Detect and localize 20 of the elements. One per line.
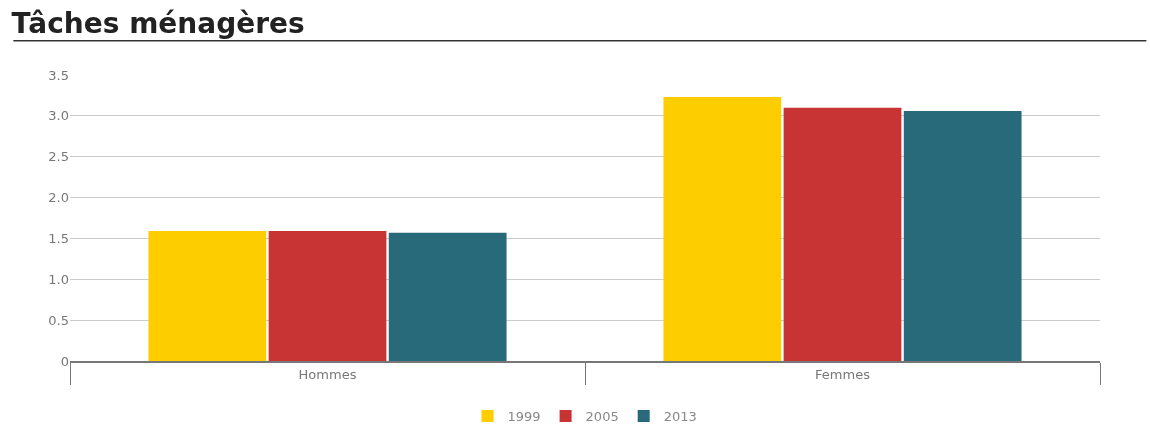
legend-label: 2013	[663, 409, 697, 425]
y-tick-label: 2.0	[48, 190, 69, 206]
x-tick-label: Femmes	[815, 366, 871, 382]
bar	[388, 232, 507, 361]
bar	[903, 110, 1022, 361]
y-tick-label: 2.5	[48, 149, 69, 165]
y-tick-label: 1.0	[48, 271, 69, 287]
chart-title: Tâches ménagères	[11, 6, 305, 40]
legend-label: 1999	[507, 409, 541, 425]
y-tick-label: 3.5	[48, 67, 69, 83]
bar	[663, 97, 782, 361]
y-tick-label: 0	[60, 353, 69, 369]
bar	[148, 231, 267, 361]
y-tick-label: 3.0	[48, 108, 69, 124]
x-tick-label: Hommes	[298, 366, 357, 382]
bar	[268, 231, 387, 361]
legend-label: 2005	[585, 409, 619, 425]
y-tick-label: 1.5	[48, 230, 69, 246]
y-tick-label: 0.5	[48, 312, 69, 328]
bar	[783, 107, 902, 361]
